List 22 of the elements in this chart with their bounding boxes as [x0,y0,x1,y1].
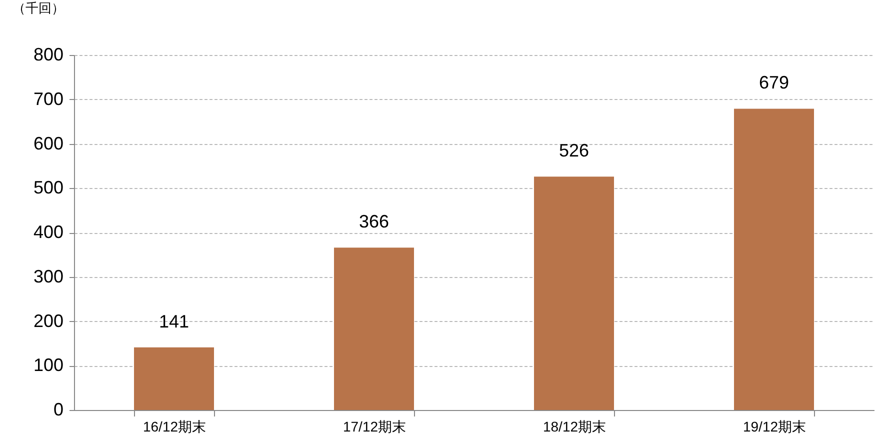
data-label: 679 [758,72,790,93]
y-axis-title: （千回） [12,0,64,16]
y-tick-label: 200 [33,310,64,331]
x-tick-label: 16/12期末 [142,418,206,434]
y-tick-label: 0 [53,400,64,420]
bar [534,176,614,410]
y-tick-label: 600 [33,133,64,154]
data-label: 366 [358,212,390,232]
data-label: 526 [558,140,590,161]
x-tick-label: 18/12期末 [542,418,606,434]
y-tick-label: 800 [33,44,64,64]
y-tick-label: 100 [33,355,64,376]
y-tick-label: 700 [33,88,64,109]
bar [334,248,414,410]
y-tick-label: 400 [33,222,64,242]
y-tick-label: 300 [33,266,64,286]
bar [134,347,214,410]
bar [734,108,814,410]
x-tick-label: 19/12期末 [742,418,806,434]
x-tick-label: 17/12期末 [342,418,406,434]
y-tick-label: 500 [33,178,64,198]
data-label: 141 [158,311,190,332]
